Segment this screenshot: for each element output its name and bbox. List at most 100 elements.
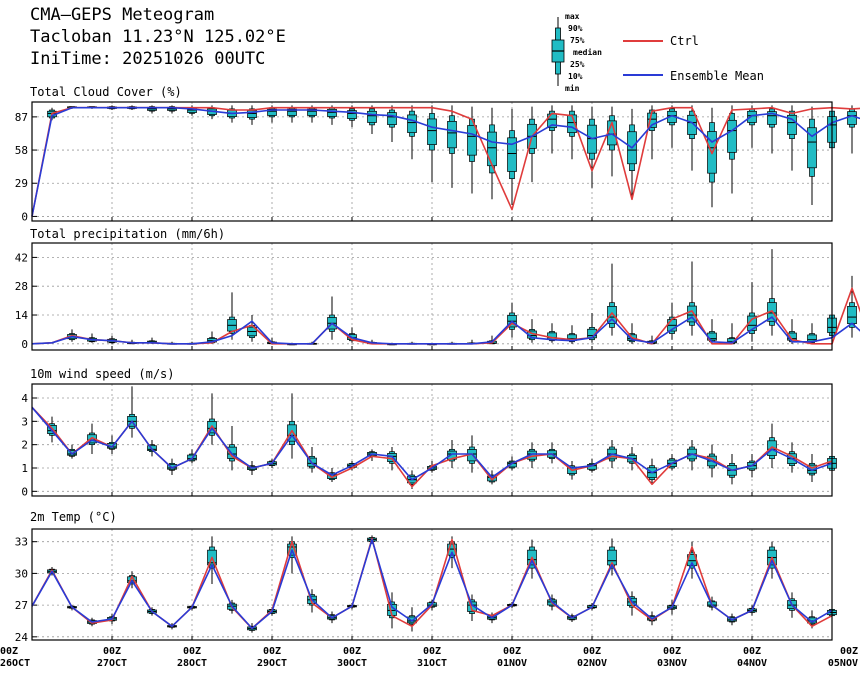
box-inner <box>427 118 437 145</box>
y-tick-label: 30 <box>15 567 28 580</box>
box-plot <box>107 335 117 344</box>
box-plot <box>747 105 757 148</box>
panel-frame <box>31 242 833 351</box>
box-plot <box>387 105 397 143</box>
box-plot <box>287 393 297 459</box>
legend-mean-label: Ensemble Mean <box>670 69 764 83</box>
panels: Total Cloud Cover (%) 0 29 58 87 Total precip… <box>15 85 860 644</box>
x-tick-date: 29OCT <box>257 658 287 669</box>
box-plot <box>807 610 817 629</box>
legend-min: min <box>565 83 580 93</box>
x-tick-hour: 00Z <box>423 646 441 657</box>
box-inner <box>767 111 777 125</box>
x-tick-hour: 00Z <box>583 646 601 657</box>
box-inner <box>507 137 517 172</box>
ensemble-mean-line <box>31 106 860 217</box>
box-plot <box>367 105 377 135</box>
panel-3: 10m wind speed (m/s) 0 1 2 3 4 <box>21 367 837 498</box>
box-plot <box>507 108 517 205</box>
y-tick-label: 14 <box>15 309 29 322</box>
chart-title: CMA—GEPS Meteogram <box>30 5 215 25</box>
box-inner <box>387 112 397 125</box>
box-inner <box>407 616 417 624</box>
box-plot <box>707 107 717 208</box>
x-tick-date: 30OCT <box>337 658 367 669</box>
ensemble-mean-line <box>31 316 860 345</box>
y-tick-label: 42 <box>15 251 28 264</box>
box-plot <box>407 607 417 632</box>
box-plot <box>247 105 257 125</box>
box-inner <box>447 121 457 149</box>
box-plot <box>227 426 237 471</box>
panel-title: Total Cloud Cover (%) <box>30 85 182 99</box>
box-plot <box>327 296 337 340</box>
box-inner <box>687 114 697 135</box>
box-inner <box>767 440 777 456</box>
box-inner <box>467 125 477 156</box>
panel-4: 2m Temp (°C) 24 27 30 33 <box>15 510 837 644</box>
ctrl-line <box>31 106 860 217</box>
box-plot <box>207 536 217 584</box>
box-plot <box>407 105 417 160</box>
y-tick-label: 29 <box>15 177 28 190</box>
box-plot <box>807 106 817 205</box>
box-inner <box>607 306 617 325</box>
box-inner <box>287 424 297 442</box>
box-plot <box>767 423 777 468</box>
box-plot <box>147 105 157 114</box>
station-location: Tacloban 11.23°N 125.02°E <box>30 27 286 47</box>
title-block: CMA—GEPS Meteogram Tacloban 11.23°N 125.… <box>30 4 286 70</box>
box-plot <box>427 105 437 183</box>
box-inner <box>407 114 417 133</box>
box-plot <box>587 106 597 188</box>
x-tick-hour: 00Z <box>0 646 18 657</box>
ctrl-line <box>31 287 860 345</box>
box-plot <box>567 105 577 160</box>
box-inner <box>87 434 97 444</box>
box-inner <box>287 108 297 116</box>
panel-title: Total precipitation (mm/6h) <box>30 227 225 241</box>
x-tick-hour: 00Z <box>343 646 361 657</box>
box-plot <box>527 319 537 343</box>
legend: max 90% 75% median 25% 10% min Ctrl Ense… <box>551 12 764 93</box>
box-plot <box>807 323 817 344</box>
box-plot <box>787 105 797 171</box>
box-inner <box>487 131 497 167</box>
panel-title: 2m Temp (°C) <box>30 510 117 524</box>
y-tick-label: 27 <box>15 599 28 612</box>
box-plot <box>287 105 297 123</box>
box-inner <box>447 543 457 556</box>
box-plot <box>207 393 217 445</box>
box-plot <box>747 282 757 342</box>
legend-p25: 25% <box>570 60 585 69</box>
x-tick-date: 02NOV <box>577 658 607 669</box>
y-tick-label: 24 <box>15 631 29 644</box>
legend-median: median <box>573 47 602 57</box>
legend-p90: 90% <box>568 24 583 33</box>
box-plot <box>847 275 857 338</box>
panel-frame <box>31 528 833 641</box>
box-inner <box>467 601 477 612</box>
y-tick-label: 3 <box>21 415 28 428</box>
ensemble-mean-line <box>31 538 833 630</box>
x-tick-date: 04NOV <box>737 658 767 669</box>
box-plot <box>847 105 857 154</box>
box-inner <box>307 108 317 116</box>
box-inner <box>327 473 337 479</box>
box-plot <box>167 105 177 114</box>
y-tick-label: 28 <box>15 280 28 293</box>
box-inner <box>847 111 857 125</box>
panel-2: Total precipitation (mm/6h) 0 14 28 42 <box>15 227 860 351</box>
box-plot <box>667 302 677 340</box>
y-tick-label: 87 <box>15 111 28 124</box>
x-tick-date: 28OCT <box>177 658 207 669</box>
x-tick-date: 31OCT <box>417 658 447 669</box>
box-plot <box>87 333 97 343</box>
box-plot <box>607 263 617 336</box>
box-plot <box>507 456 517 471</box>
x-tick-hour: 00Z <box>263 646 281 657</box>
x-tick-date: 01NOV <box>497 658 527 669</box>
x-tick-hour: 00Z <box>663 646 681 657</box>
box-plot <box>487 107 497 200</box>
